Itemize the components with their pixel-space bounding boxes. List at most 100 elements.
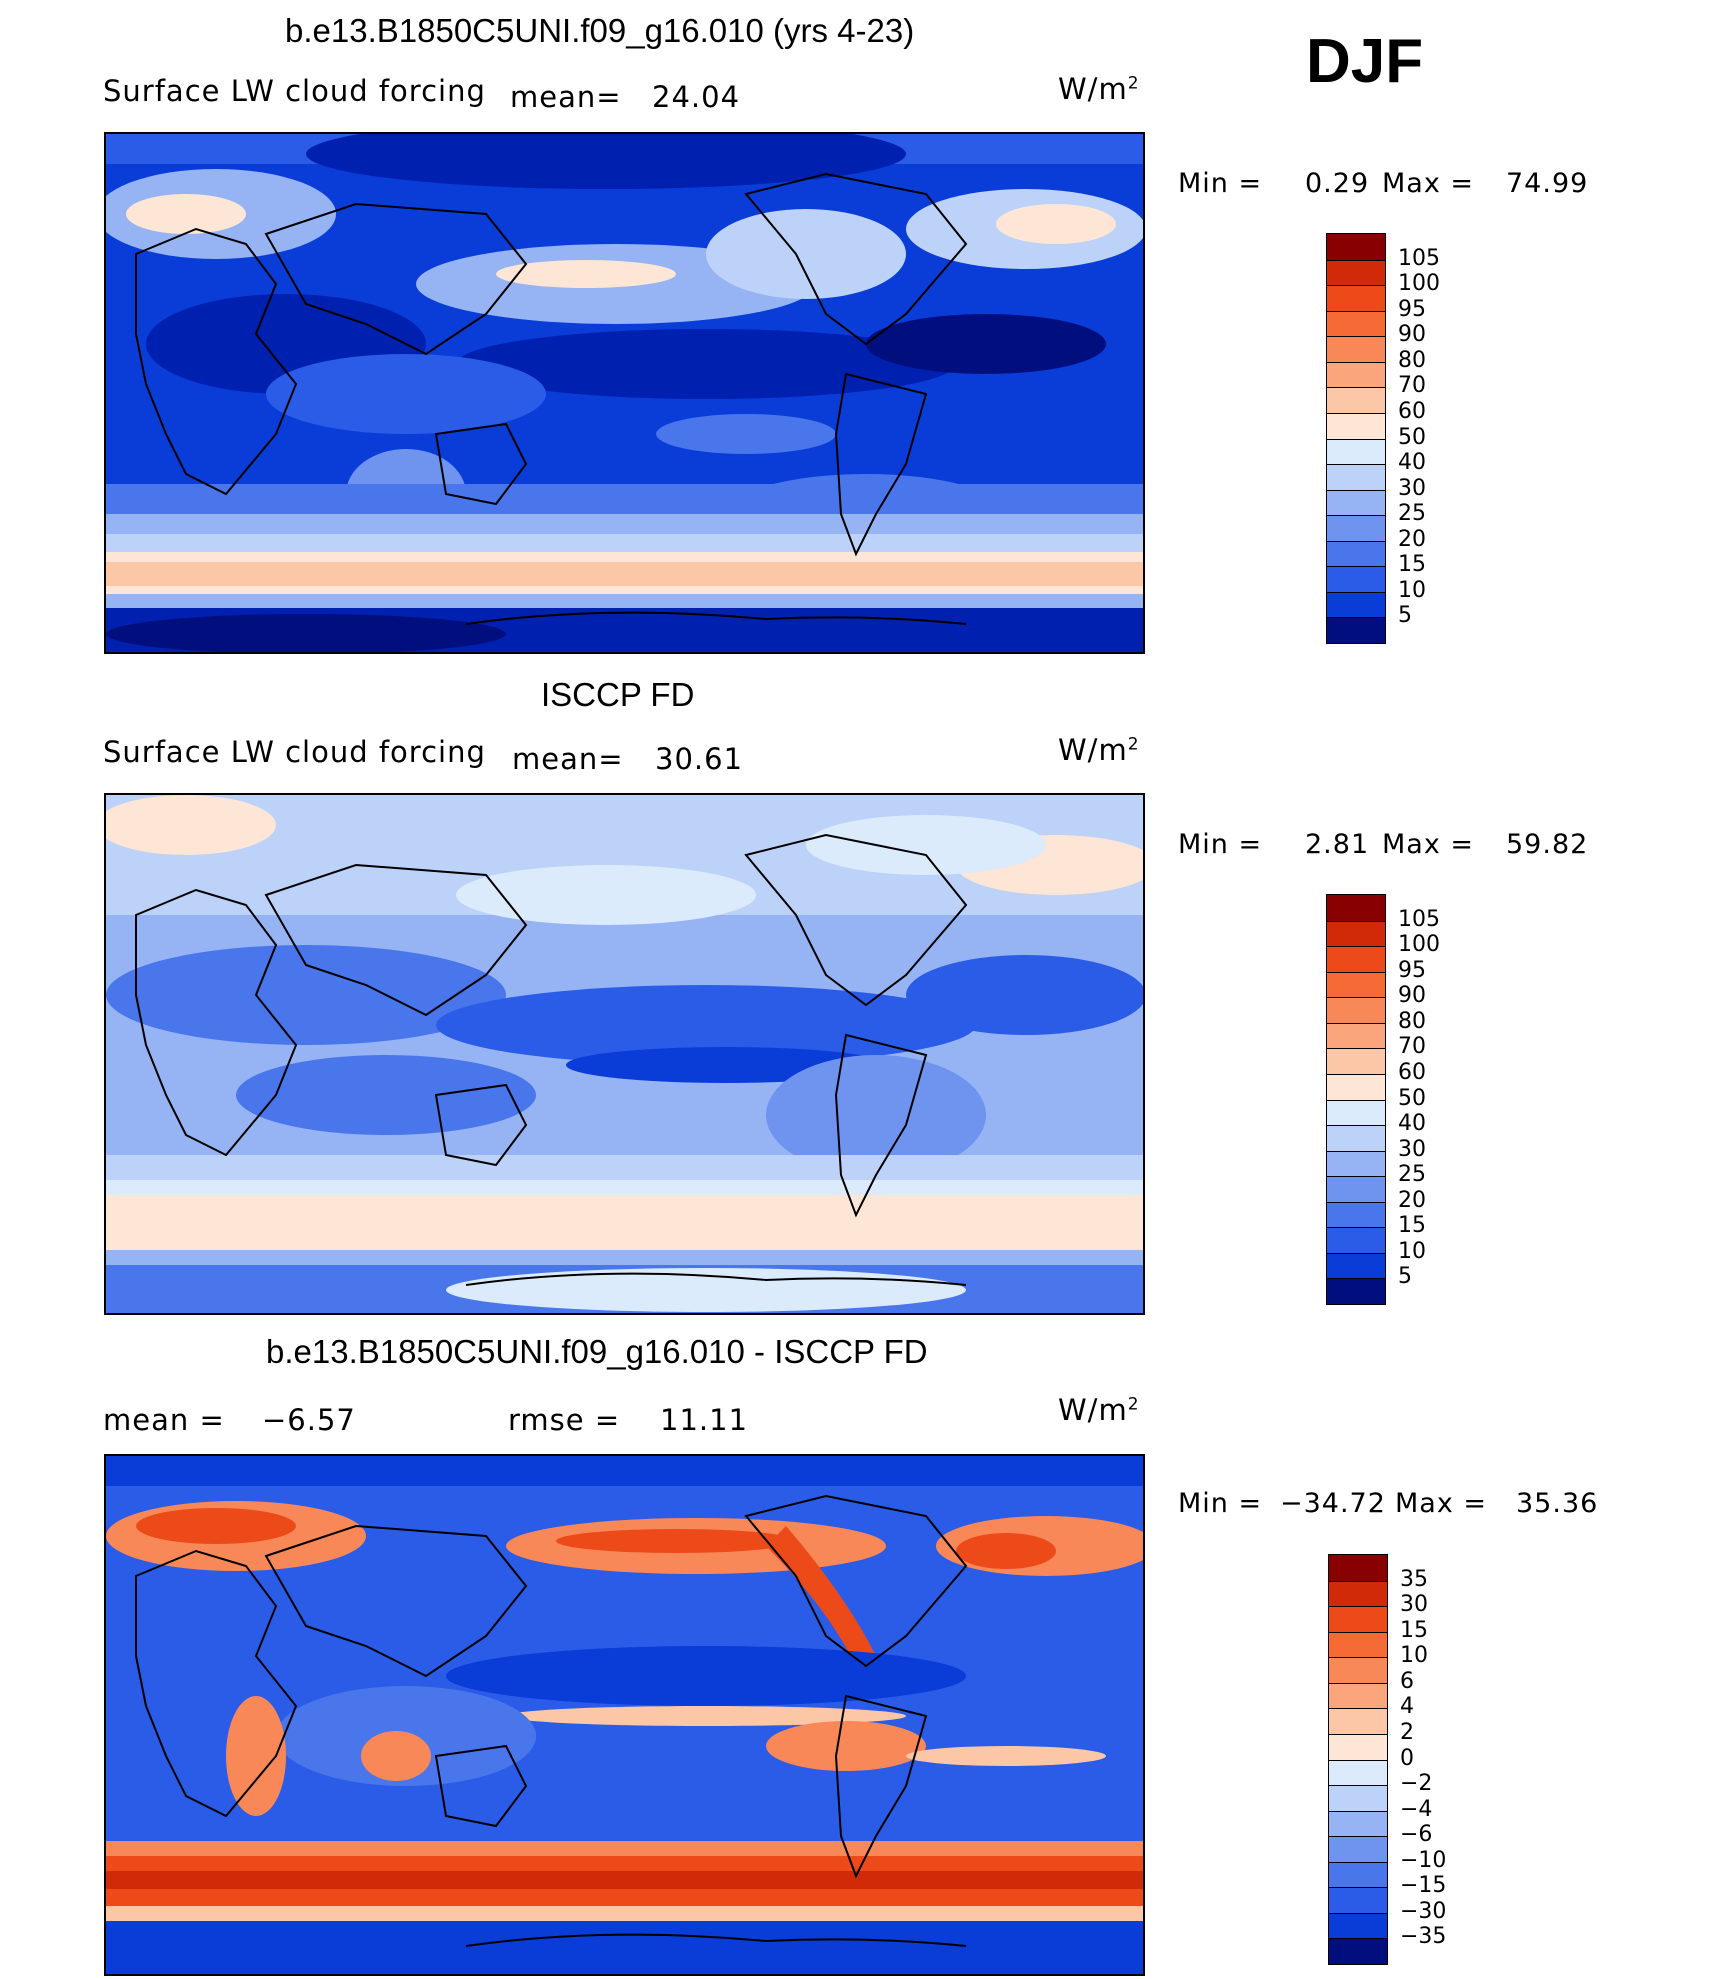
colorbar-segment xyxy=(1327,1125,1385,1151)
colorbar-tick-label: 0 xyxy=(1400,1745,1414,1771)
colorbar-tick-label: 90 xyxy=(1398,983,1426,1009)
colorbar-tick-label: 105 xyxy=(1398,906,1440,932)
colorbar-segment xyxy=(1327,387,1385,413)
units-label-model: W/m2 xyxy=(1058,72,1140,106)
min-label-model: Min = xyxy=(1178,168,1263,199)
colorbar-tick-label: −4 xyxy=(1400,1796,1433,1822)
min-label-obs: Min = xyxy=(1178,829,1263,860)
colorbar-tick-label: 50 xyxy=(1398,424,1426,450)
min-value-model: 0.29 xyxy=(1305,168,1370,199)
colorbar-tick-label: 30 xyxy=(1398,475,1426,501)
colorbar-tick-label: 60 xyxy=(1398,398,1426,424)
colorbar-model xyxy=(1326,233,1386,644)
colorbar-segment xyxy=(1327,1022,1385,1049)
mean-value-diff: −6.57 xyxy=(262,1403,356,1437)
colorbar-obs xyxy=(1326,894,1386,1305)
colorbar-segment xyxy=(1329,1555,1387,1581)
mean-value-model: 24.04 xyxy=(652,80,741,114)
rmse-value-diff: 11.11 xyxy=(660,1403,749,1437)
colorbar-segment xyxy=(1327,1073,1385,1100)
colorbar-tick-label: 20 xyxy=(1398,526,1426,552)
colorbar-tick-label: 80 xyxy=(1398,347,1426,373)
min-value-obs: 2.81 xyxy=(1305,829,1370,860)
mean-label-diff: mean = xyxy=(103,1403,225,1437)
map-model xyxy=(104,132,1145,654)
colorbar-tick-label: 80 xyxy=(1398,1008,1426,1034)
colorbar-tick-label: 30 xyxy=(1398,1136,1426,1162)
max-label-diff: Max = xyxy=(1395,1488,1488,1519)
colorbar-segment xyxy=(1329,1912,1387,1939)
colorbar-tick-label: 6 xyxy=(1400,1668,1414,1694)
colorbar-tick-label: 95 xyxy=(1398,957,1426,983)
min-value-diff: −34.72 xyxy=(1280,1488,1386,1519)
colorbar-segment xyxy=(1327,1150,1385,1177)
colorbar-segment xyxy=(1327,566,1385,592)
colorbar-segment xyxy=(1327,1227,1385,1253)
panel-title-obs: ISCCP FD xyxy=(541,676,695,713)
map-diff-svg xyxy=(106,1456,1143,1974)
colorbar-tick-label: 35 xyxy=(1400,1566,1428,1592)
mean-label-model: mean= xyxy=(510,80,622,114)
colorbar-segment xyxy=(1327,361,1385,388)
colorbar-tick-label: 70 xyxy=(1398,373,1426,399)
colorbar-segment xyxy=(1327,946,1385,972)
max-value-model: 74.99 xyxy=(1506,168,1589,199)
map-model-svg xyxy=(106,134,1143,652)
colorbar-tick-label: 15 xyxy=(1400,1617,1428,1643)
colorbar-segment xyxy=(1327,895,1385,921)
colorbar-tick-label: 105 xyxy=(1398,245,1440,271)
colorbar-segment xyxy=(1327,1278,1385,1304)
colorbar-tick-label: 100 xyxy=(1398,932,1440,958)
colorbar-tick-label: 90 xyxy=(1398,322,1426,348)
colorbar-segment xyxy=(1329,1759,1387,1786)
colorbar-tick-label: 15 xyxy=(1398,1213,1426,1239)
colorbar-tick-label: 25 xyxy=(1398,501,1426,527)
colorbar-segment xyxy=(1329,1785,1387,1811)
units-label-obs: W/m2 xyxy=(1058,733,1140,767)
colorbar-tick-label: 10 xyxy=(1398,1238,1426,1264)
colorbar-tick-label: −2 xyxy=(1400,1771,1433,1797)
colorbar-tick-label: 25 xyxy=(1398,1162,1426,1188)
colorbar-segment xyxy=(1329,1810,1387,1837)
colorbar-tick-label: 2 xyxy=(1400,1719,1414,1745)
colorbar-segment xyxy=(1327,1048,1385,1074)
map-obs xyxy=(104,793,1145,1315)
field-label-obs: Surface LW cloud forcing xyxy=(103,735,486,769)
field-label-model: Surface LW cloud forcing xyxy=(103,74,486,108)
colorbar-segment xyxy=(1329,1887,1387,1913)
colorbar-tick-label: −35 xyxy=(1400,1924,1447,1950)
colorbar-segment xyxy=(1327,1201,1385,1228)
colorbar-segment xyxy=(1329,1657,1387,1683)
colorbar-segment xyxy=(1329,1682,1387,1709)
max-label-model: Max = xyxy=(1382,168,1475,199)
colorbar-tick-label: 50 xyxy=(1398,1085,1426,1111)
colorbar-segment xyxy=(1327,997,1385,1023)
colorbar-segment xyxy=(1327,591,1385,618)
colorbar-segment xyxy=(1329,1836,1387,1862)
colorbar-tick-label: 40 xyxy=(1398,450,1426,476)
colorbar-tick-label: −10 xyxy=(1400,1847,1447,1873)
colorbar-segment xyxy=(1329,1606,1387,1632)
colorbar-segment xyxy=(1327,310,1385,337)
colorbar-tick-label: −30 xyxy=(1400,1898,1447,1924)
min-label-diff: Min = xyxy=(1178,1488,1263,1519)
colorbar-segment xyxy=(1329,1708,1387,1734)
colorbar-segment xyxy=(1329,1938,1387,1964)
colorbar-tick-label: 5 xyxy=(1398,1264,1412,1290)
colorbar-tick-label: 4 xyxy=(1400,1694,1414,1720)
colorbar-segment xyxy=(1327,464,1385,490)
colorbar-tick-label: 30 xyxy=(1400,1592,1428,1618)
colorbar-segment xyxy=(1327,971,1385,998)
max-value-obs: 59.82 xyxy=(1506,829,1589,860)
colorbar-tick-label: −6 xyxy=(1400,1822,1433,1848)
colorbar-segment xyxy=(1327,1252,1385,1279)
colorbar-segment xyxy=(1327,920,1385,947)
colorbar-tick-label: 5 xyxy=(1398,603,1412,629)
colorbar-tick-label: 40 xyxy=(1398,1111,1426,1137)
colorbar-segment xyxy=(1329,1733,1387,1760)
colorbar-segment xyxy=(1327,489,1385,516)
colorbar-tick-label: 60 xyxy=(1398,1059,1426,1085)
max-label-obs: Max = xyxy=(1382,829,1475,860)
season-label: DJF xyxy=(1306,27,1424,96)
colorbar-tick-label: 10 xyxy=(1398,577,1426,603)
